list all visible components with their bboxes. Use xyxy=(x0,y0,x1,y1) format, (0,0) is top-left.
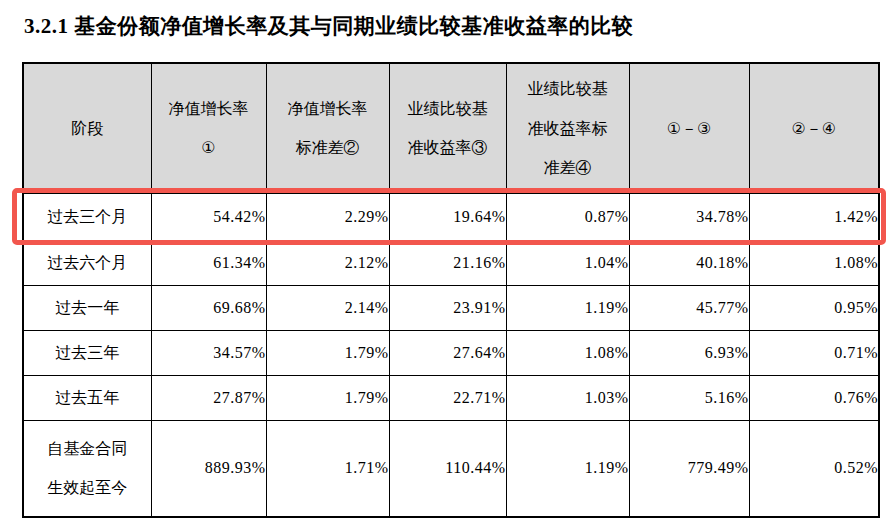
value-cell: 34.57% xyxy=(151,330,266,375)
value-cell: 2.14% xyxy=(266,285,389,330)
table-header-row: 阶段 净值增长率 ① 净值增长率 标准差② 业绩比较基 准收益率③ 业绩比较基 … xyxy=(23,63,879,193)
value-cell: 1.04% xyxy=(506,241,629,285)
period-cell: 自基金合同 生效起至今 xyxy=(23,420,151,517)
header-diff-2-4: ②－④ xyxy=(749,63,879,193)
value-cell: 1.03% xyxy=(506,375,629,420)
period-cell: 过去三个月 xyxy=(23,193,151,241)
header-benchmark-stddev: 业绩比较基 准收益率标 准差④ xyxy=(506,63,629,193)
performance-comparison-table: 阶段 净值增长率 ① 净值增长率 标准差② 业绩比较基 准收益率③ 业绩比较基 … xyxy=(22,62,880,518)
value-cell: 1.79% xyxy=(266,375,389,420)
period-cell: 过去一年 xyxy=(23,285,151,330)
value-cell: 0.71% xyxy=(749,330,879,375)
table-row-past-1-year: 过去一年 69.68% 2.14% 23.91% 1.19% 45.77% 0.… xyxy=(23,285,879,330)
value-cell: 1.19% xyxy=(506,420,629,517)
document-page: 3.2.1 基金份额净值增长率及其与同期业绩比较基准收益率的比较 阶段 净值增长… xyxy=(0,0,894,530)
header-nav-growth-stddev: 净值增长率 标准差② xyxy=(266,63,389,193)
value-cell: 110.44% xyxy=(389,420,506,517)
value-cell: 69.68% xyxy=(151,285,266,330)
value-cell: 2.29% xyxy=(266,193,389,241)
header-diff-1-3: ①－③ xyxy=(629,63,749,193)
value-cell: 6.93% xyxy=(629,330,749,375)
value-cell: 21.16% xyxy=(389,241,506,285)
header-benchmark-return: 业绩比较基 准收益率③ xyxy=(389,63,506,193)
table-row-past-3-months: 过去三个月 54.42% 2.29% 19.64% 0.87% 34.78% 1… xyxy=(23,193,879,241)
value-cell: 1.79% xyxy=(266,330,389,375)
value-cell: 779.49% xyxy=(629,420,749,517)
value-cell: 40.18% xyxy=(629,241,749,285)
value-cell: 0.76% xyxy=(749,375,879,420)
value-cell: 61.34% xyxy=(151,241,266,285)
value-cell: 22.71% xyxy=(389,375,506,420)
value-cell: 34.78% xyxy=(629,193,749,241)
header-nav-growth: 净值增长率 ① xyxy=(151,63,266,193)
value-cell: 1.08% xyxy=(749,241,879,285)
period-cell: 过去六个月 xyxy=(23,241,151,285)
value-cell: 0.52% xyxy=(749,420,879,517)
value-cell: 1.19% xyxy=(506,285,629,330)
period-cell: 过去三年 xyxy=(23,330,151,375)
value-cell: 27.87% xyxy=(151,375,266,420)
table-row-since-inception: 自基金合同 生效起至今 889.93% 1.71% 110.44% 1.19% … xyxy=(23,420,879,517)
value-cell: 5.16% xyxy=(629,375,749,420)
value-cell: 54.42% xyxy=(151,193,266,241)
value-cell: 0.87% xyxy=(506,193,629,241)
table-row-past-6-months: 过去六个月 61.34% 2.12% 21.16% 1.04% 40.18% 1… xyxy=(23,241,879,285)
value-cell: 1.08% xyxy=(506,330,629,375)
value-cell: 45.77% xyxy=(629,285,749,330)
section-title: 3.2.1 基金份额净值增长率及其与同期业绩比较基准收益率的比较 xyxy=(24,12,874,40)
value-cell: 1.71% xyxy=(266,420,389,517)
value-cell: 23.91% xyxy=(389,285,506,330)
table-row-past-3-years: 过去三年 34.57% 1.79% 27.64% 1.08% 6.93% 0.7… xyxy=(23,330,879,375)
value-cell: 27.64% xyxy=(389,330,506,375)
value-cell: 1.42% xyxy=(749,193,879,241)
period-cell: 过去五年 xyxy=(23,375,151,420)
header-period: 阶段 xyxy=(23,63,151,193)
value-cell: 2.12% xyxy=(266,241,389,285)
table-row-past-5-years: 过去五年 27.87% 1.79% 22.71% 1.03% 5.16% 0.7… xyxy=(23,375,879,420)
value-cell: 0.95% xyxy=(749,285,879,330)
value-cell: 19.64% xyxy=(389,193,506,241)
value-cell: 889.93% xyxy=(151,420,266,517)
